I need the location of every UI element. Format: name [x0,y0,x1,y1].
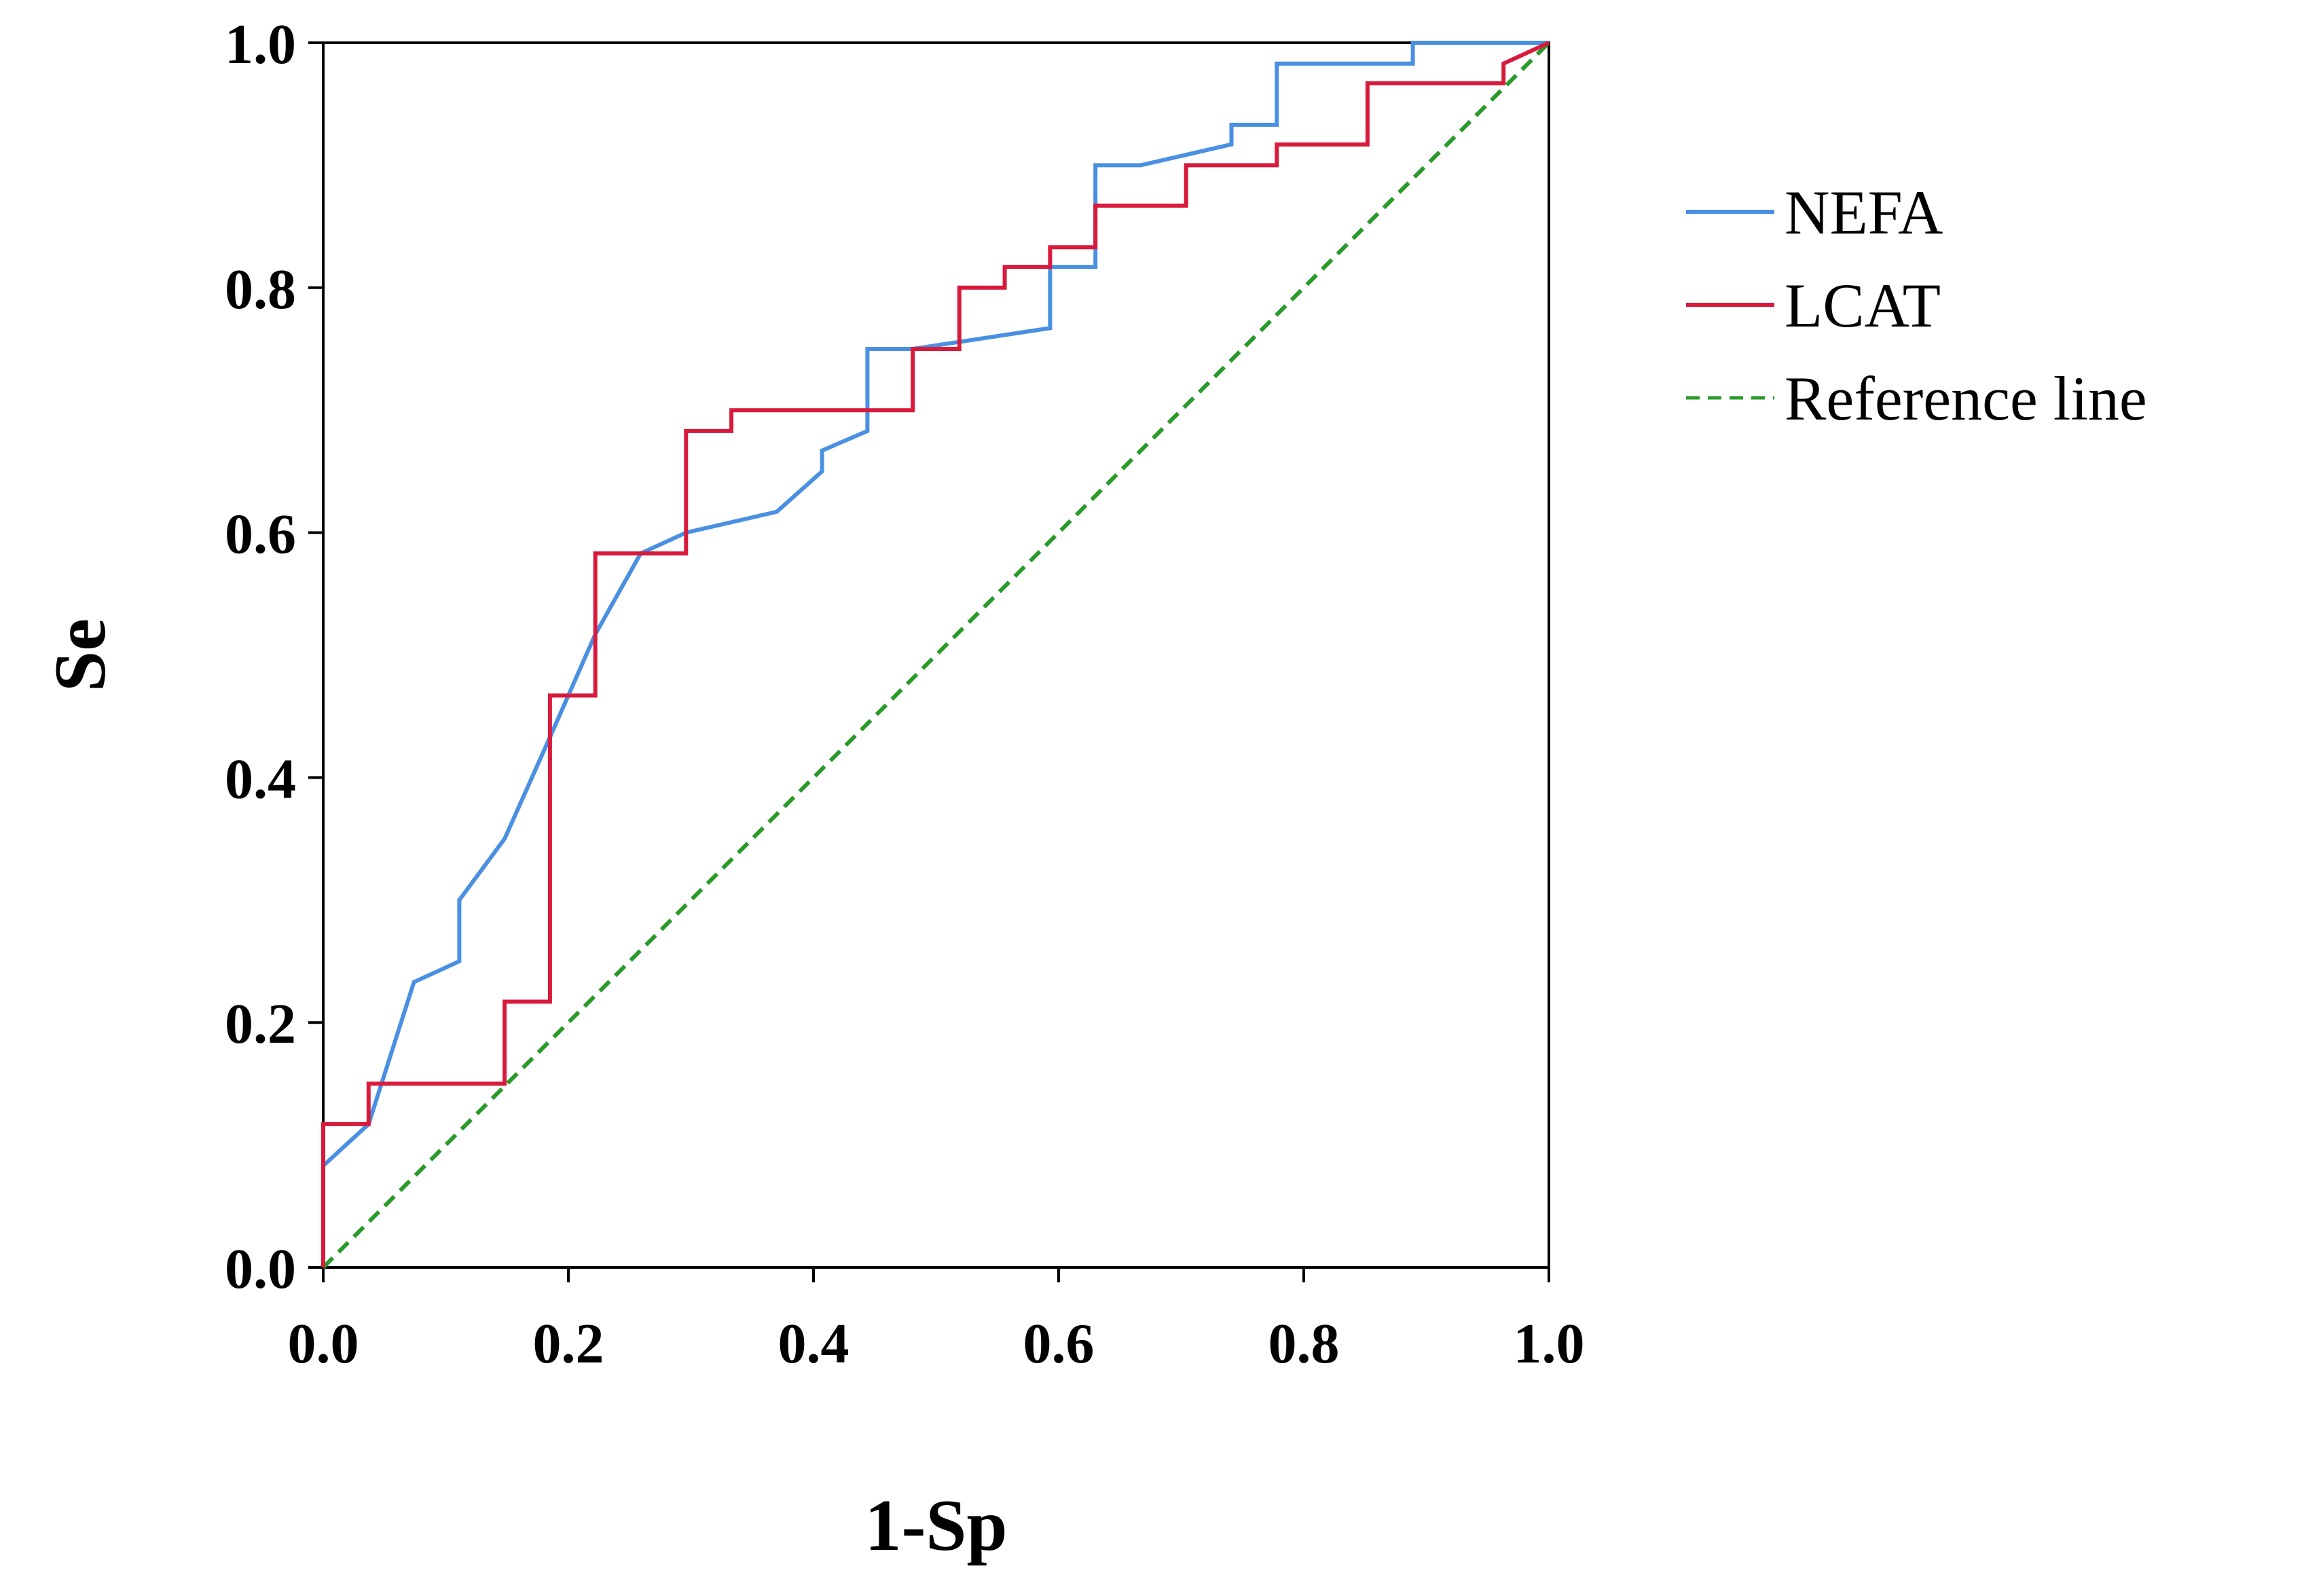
series-line-nefa [321,41,1549,1267]
series-line-lcat [321,41,1550,1267]
x-tick-label: 0.0 [288,1312,359,1375]
axis-ticks: 0.0 0.2 0.4 0.6 0.8 1.0 0.0 0.2 0.4 0.6 0.8 1.0 [225,13,1585,1375]
x-tick-label: 0.8 [1268,1312,1340,1375]
legend-label: Reference line [1785,364,2147,433]
y-tick-label: 0.2 [225,992,296,1056]
y-tick-label: 0.4 [225,747,296,811]
x-tick-label: 0.2 [533,1312,604,1375]
x-tick-label: 0.4 [778,1312,849,1375]
y-tick-label: 1.0 [225,13,296,76]
x-tick-label: 0.6 [1023,1312,1095,1375]
y-tick-label: 0.6 [225,503,296,566]
legend-label: NEFA [1785,178,1943,247]
x-axis-title: 1-Sp [864,1485,1007,1566]
y-tick-label: 0.0 [225,1238,296,1301]
legend: NEFA LCAT Reference line [1686,178,2147,433]
y-axis-title: Se [40,618,121,692]
series-line-reference-line [321,41,1551,1269]
series-lines [321,41,1551,1269]
y-tick-label: 0.8 [225,258,296,321]
legend-label: LCAT [1785,271,1941,340]
x-tick-label: 1.0 [1514,1312,1585,1375]
plot-area-frame [322,41,1550,1269]
